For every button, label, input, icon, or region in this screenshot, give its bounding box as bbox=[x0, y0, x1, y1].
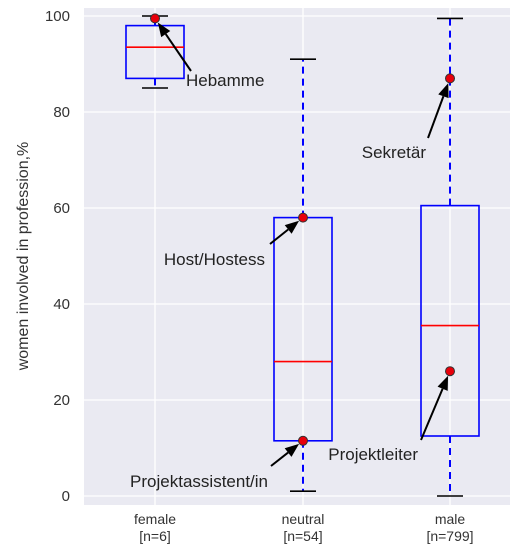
x-tick-label: neutral bbox=[282, 511, 325, 527]
plot-background bbox=[84, 8, 510, 505]
annotation-arrow bbox=[270, 451, 289, 467]
y-tick-label: 20 bbox=[53, 392, 70, 409]
y-tick-label: 40 bbox=[53, 296, 70, 313]
x-tick-count-label: [n=54] bbox=[283, 528, 322, 544]
y-tick-label: 60 bbox=[53, 200, 70, 217]
annotated-point bbox=[445, 366, 455, 377]
annotation-arrow bbox=[164, 33, 192, 72]
annotated-point bbox=[298, 212, 308, 223]
x-tick-count-label: [n=799] bbox=[426, 528, 473, 544]
annotation-label: Host/Hostess bbox=[164, 250, 265, 269]
plot-area: Hebamme Host/Hostess Projektassistent/in Se… bbox=[84, 8, 510, 505]
annotation-label: Projektleiter bbox=[328, 445, 418, 464]
box-male bbox=[420, 17, 480, 497]
annotations: Hebamme Host/Hostess Projektassistent/in Se… bbox=[130, 13, 455, 491]
y-axis: 0 20 40 60 80 100 bbox=[45, 8, 70, 505]
y-tick-label: 100 bbox=[45, 8, 70, 25]
annotation-arrowhead bbox=[437, 375, 449, 391]
annotation-arrow bbox=[269, 228, 289, 245]
annotation-label: Sekretär bbox=[362, 143, 427, 162]
annotation-arrow bbox=[427, 95, 445, 139]
y-axis-title: women involved in profession,% bbox=[15, 142, 32, 372]
annotated-point bbox=[445, 73, 455, 84]
annotated-point bbox=[150, 13, 160, 24]
x-tick-label: female bbox=[134, 511, 176, 527]
annotation-arrowhead bbox=[157, 22, 171, 38]
x-axis: female[n=6] neutral[n=54] male[n=799] bbox=[134, 511, 474, 544]
annotation-arrow bbox=[420, 388, 444, 441]
y-tick-label: 80 bbox=[53, 104, 70, 121]
annotation-arrowhead bbox=[438, 83, 449, 99]
x-tick-label: male bbox=[435, 511, 466, 527]
x-tick-count-label: [n=6] bbox=[139, 528, 171, 544]
annotated-point bbox=[298, 435, 308, 446]
iqr-box bbox=[125, 24, 185, 80]
annotation-label: Projektassistent/in bbox=[130, 472, 268, 491]
annotation-arrowhead bbox=[284, 220, 300, 234]
iqr-box bbox=[420, 204, 480, 437]
y-tick-label: 0 bbox=[62, 488, 70, 505]
annotation-arrowhead bbox=[284, 443, 300, 457]
annotation-label: Hebamme bbox=[186, 71, 264, 90]
